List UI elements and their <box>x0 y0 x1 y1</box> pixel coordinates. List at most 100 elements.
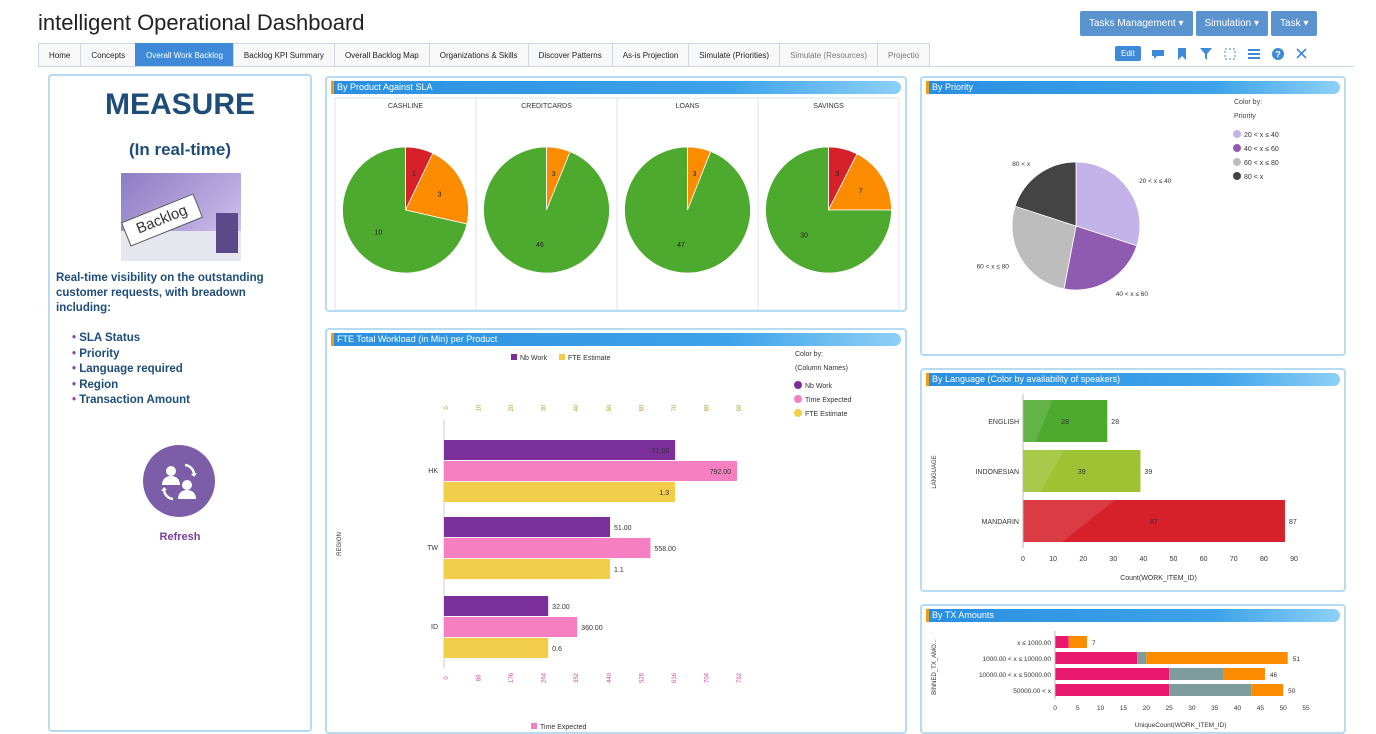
bar-value-label: 46 <box>1270 672 1278 679</box>
bar-value-label: 32.00 <box>552 604 570 611</box>
tick-label: 30 <box>1109 556 1117 563</box>
slice-label: 7 <box>859 188 863 195</box>
priority-pie-chart[interactable]: 20 < x ≤ 40 40 < x ≤ 60 60 < x ≤ 80 80 < x C… <box>922 96 1344 354</box>
bar-value-label: 28 <box>1061 419 1069 426</box>
pie-title: LOANS <box>676 103 700 110</box>
slice-label: 40 < x ≤ 60 <box>1116 291 1149 298</box>
slice-label: 30 <box>800 233 808 240</box>
pie-slice <box>624 146 751 274</box>
list-item: Transaction Amount <box>72 393 190 409</box>
bar-value-label: 7 <box>1092 640 1096 647</box>
language-bar-chart[interactable]: ENGLISH 28 28 INDONESIAN 39 39 MANDARIN 87 87 0 10… <box>922 388 1344 590</box>
filter-icon[interactable] <box>1199 47 1213 61</box>
bar-segment <box>1055 668 1170 680</box>
bar-value-label: 792.00 <box>710 469 732 476</box>
tab-projectio[interactable]: Projectio <box>877 43 931 66</box>
tab-organizations-skills[interactable]: Organizations & Skills <box>428 43 529 66</box>
tick-label: 0 <box>1053 705 1057 712</box>
tab-simulate-resources[interactable]: Simulate (Resources) <box>779 43 878 66</box>
bar-shine <box>1023 500 1115 542</box>
bar <box>444 440 676 460</box>
tasks-management-menu[interactable]: Tasks Management ▾ <box>1080 11 1193 36</box>
tab-discover-patterns[interactable]: Discover Patterns <box>527 43 613 66</box>
slice-label: 1 <box>412 171 416 178</box>
tab-concepts[interactable]: Concepts <box>80 43 137 66</box>
bar <box>444 617 578 637</box>
legend-swatch <box>794 395 802 403</box>
svg-text:?: ? <box>1275 49 1281 59</box>
bar-segment <box>1055 636 1069 648</box>
refresh-button[interactable] <box>143 445 215 517</box>
slice-label: 80 < x <box>1012 161 1031 168</box>
measure-panel: MEASURE (In real-time) Backlog Real-time… <box>48 74 312 732</box>
tick-label: 440 <box>607 672 613 683</box>
bookmark-icon[interactable] <box>1175 47 1189 61</box>
tick-label: 45 <box>1257 705 1265 712</box>
menu-icon[interactable] <box>1247 47 1261 61</box>
category-label: 10000.00 < x ≤ 50000.00 <box>979 672 1051 679</box>
legend-swatch <box>1233 172 1241 180</box>
fte-bar-chart[interactable]: Nb Work FTE Estimate Color by: (Column Name… <box>327 348 905 734</box>
refresh-label[interactable]: Refresh <box>159 531 201 543</box>
pie-title: SAVINGS <box>813 103 844 110</box>
bar <box>444 538 651 558</box>
bar-value-label: 50 <box>1288 688 1296 695</box>
tab-simulate-priorities[interactable]: Simulate (Priorities) <box>688 43 781 66</box>
close-icon[interactable] <box>1295 47 1309 61</box>
bar <box>444 559 611 579</box>
bar-shine <box>1023 450 1065 492</box>
tick-label: 50 <box>607 404 613 411</box>
legend-subtitle: Priority <box>1234 113 1256 120</box>
tick-label: 176 <box>509 672 515 683</box>
pie-slice <box>342 146 468 274</box>
bar-value-label: 87 <box>1150 519 1158 526</box>
tick-label: 40 <box>1140 556 1148 563</box>
tick-label: 40 <box>574 404 580 411</box>
bar <box>1023 500 1285 542</box>
tx-panel: By TX Amounts x ≤ 1000.00 7 1000.00 < x ≤ … <box>920 604 1346 734</box>
panel-title: By Product Against SLA <box>331 81 901 94</box>
tick-label: 352 <box>574 672 580 683</box>
tx-bar-chart[interactable]: x ≤ 1000.00 7 1000.00 < x ≤ 10000.00 51 1000… <box>922 623 1344 733</box>
bar-value-label: 39 <box>1144 469 1152 476</box>
bar <box>444 461 737 481</box>
help-icon[interactable]: ? <box>1271 47 1285 61</box>
category-label: x ≤ 1000.00 <box>1017 640 1051 647</box>
tick-label: 528 <box>639 672 645 683</box>
legend-title: Color by: <box>795 351 823 358</box>
tick-label: 90 <box>1290 556 1298 563</box>
slice-label: 46 <box>536 242 544 249</box>
list-item: SLA Status <box>72 331 190 347</box>
simulation-menu[interactable]: Simulation ▾ <box>1195 11 1269 36</box>
list-item: Language required <box>72 362 190 378</box>
pie-slice <box>1075 161 1141 247</box>
tab-overall-work-backlog[interactable]: Overall Work Backlog <box>135 43 234 66</box>
comment-icon[interactable] <box>1151 47 1165 61</box>
tab-as-is-projection[interactable]: As-is Projection <box>611 43 690 66</box>
tick-label: 792 <box>737 672 743 683</box>
select-icon[interactable] <box>1223 47 1237 61</box>
tab-overall-backlog-map[interactable]: Overall Backlog Map <box>333 43 430 66</box>
fte-panel: FTE Total Workload (in Min) per Product … <box>325 328 907 734</box>
tab-home[interactable]: Home <box>38 43 82 66</box>
bar-value-label: 51.00 <box>614 525 632 532</box>
pie-slice <box>1011 205 1077 290</box>
panel-title: FTE Total Workload (in Min) per Product <box>331 333 901 346</box>
sla-pie-chart[interactable]: CASHLINE 1 3 10 CREDITCARDS 3 46 LOANS 3 47 SAVING… <box>327 96 905 310</box>
bar <box>444 596 549 616</box>
measure-bullets: SLA Status Priority Language required Re… <box>72 331 190 409</box>
bar <box>444 517 611 537</box>
bar-segment <box>1146 652 1288 664</box>
pie-slice <box>827 153 892 211</box>
top-menu: Tasks Management ▾ Simulation ▾ Task ▾ <box>1080 11 1318 36</box>
task-menu[interactable]: Task ▾ <box>1271 11 1318 36</box>
bar-segment <box>1068 636 1087 648</box>
tick-label: 40 <box>1234 705 1242 712</box>
edit-button[interactable]: Edit <box>1115 46 1141 61</box>
pie-cell <box>757 97 900 310</box>
pie-slice <box>1063 225 1138 291</box>
tick-label: 10 <box>1097 705 1105 712</box>
tick-label: 60 <box>1200 556 1208 563</box>
legend-swatch <box>559 354 565 360</box>
tab-backlog-kpi-summary[interactable]: Backlog KPI Summary <box>232 43 335 66</box>
